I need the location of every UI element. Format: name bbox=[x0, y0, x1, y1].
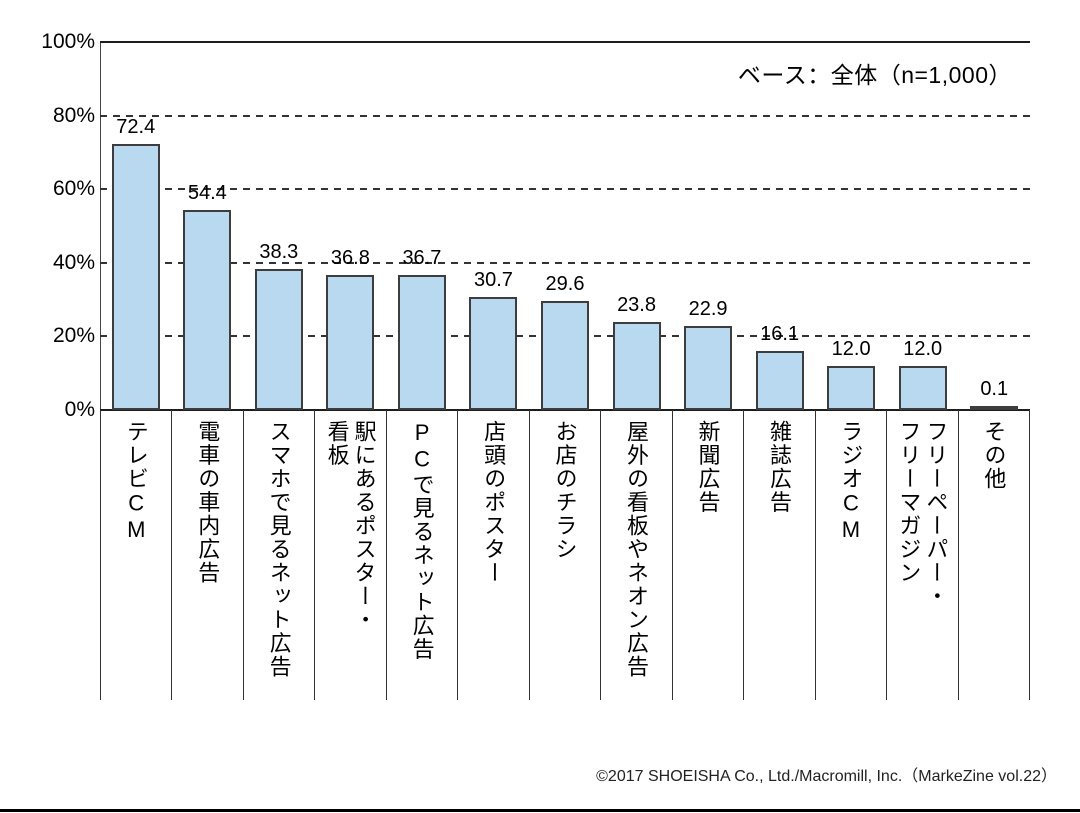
y-axis-tick-label: 60% bbox=[52, 177, 95, 201]
gridline bbox=[100, 114, 1030, 117]
bar-value-label: 30.7 bbox=[473, 269, 513, 292]
category-label: 新聞広告 bbox=[695, 420, 721, 514]
bar bbox=[254, 269, 303, 410]
category-label: ラジオCM bbox=[838, 420, 864, 544]
category-cell: 駅にあるポスター・ 看板 bbox=[314, 410, 385, 700]
gridline bbox=[100, 41, 1030, 43]
category-cell: スマホで見るネット広告 bbox=[242, 410, 314, 700]
bar bbox=[755, 350, 804, 410]
copyright-note: ©2017 SHOEISHA Co., Ltd./Macromill, Inc.… bbox=[596, 768, 1057, 785]
bar bbox=[541, 301, 589, 410]
bar bbox=[827, 365, 876, 410]
bar-value-label: 72.4 bbox=[116, 115, 156, 138]
bar-value-label: 22.9 bbox=[688, 297, 728, 320]
category-cell: 新聞広告 bbox=[671, 410, 743, 700]
bar bbox=[612, 322, 661, 410]
bar-value-label: 29.6 bbox=[545, 273, 585, 296]
bar-value-label: 36.7 bbox=[402, 246, 442, 269]
plot-area: 72.4 54.4 38.3 36.8 36.7 30.7 29.6 23.8 22.9 16.1… bbox=[100, 41, 1030, 411]
category-label: 雑誌広告 bbox=[766, 420, 792, 514]
bar-value-label: 12.0 bbox=[903, 337, 943, 360]
bar bbox=[397, 274, 446, 410]
bar bbox=[183, 209, 232, 410]
bottom-border bbox=[0, 809, 1080, 812]
bar-value-label: 12.0 bbox=[831, 337, 871, 360]
bar bbox=[970, 406, 1019, 410]
bar bbox=[469, 297, 518, 410]
bar-value-label: 36.8 bbox=[330, 246, 370, 269]
category-label-row: テレビCM 電車の車内広告 スマホで見るネット広告 駅にあるポスター・ 看板 PCで見る… bbox=[100, 410, 1030, 700]
y-axis-tick-label: 100% bbox=[41, 30, 95, 53]
y-axis-tick-label: 80% bbox=[52, 103, 95, 127]
bar bbox=[684, 325, 733, 410]
bar bbox=[111, 143, 160, 410]
category-label: スマホで見るネット広告 bbox=[266, 420, 292, 679]
category-cell: お店のチラシ bbox=[528, 410, 600, 700]
category-label: テレビCM bbox=[123, 420, 149, 544]
category-label: 店頭のポスター bbox=[481, 420, 507, 585]
gridline bbox=[100, 188, 1030, 191]
bar bbox=[326, 274, 375, 410]
category-label: PCで見るネット広告 bbox=[409, 420, 435, 661]
category-cell: PCで見るネット広告 bbox=[385, 410, 457, 700]
category-cell: 屋外の看板やネオン広告 bbox=[600, 410, 671, 700]
base-note: ベース：全体（n=1,000） bbox=[737, 62, 1012, 88]
y-axis-line bbox=[100, 42, 101, 410]
y-axis-tick-label: 40% bbox=[52, 250, 95, 274]
gridline bbox=[100, 261, 1030, 264]
category-cell: 電車の車内広告 bbox=[171, 410, 242, 700]
category-cell: ラジオCM bbox=[814, 410, 886, 700]
category-cell: テレビCM bbox=[100, 410, 171, 700]
category-label: フリーペーパー・ フリーマガジン bbox=[896, 420, 949, 608]
bar-value-label: 38.3 bbox=[259, 241, 299, 264]
category-cell: その他 bbox=[957, 410, 1029, 700]
category-label: 駅にあるポスター・ 看板 bbox=[324, 420, 377, 632]
category-cell: フリーペーパー・ フリーマガジン bbox=[886, 410, 957, 700]
bar-value-label: 23.8 bbox=[617, 294, 656, 317]
bar-value-label: 16.1 bbox=[760, 322, 800, 345]
category-label: お店のチラシ bbox=[552, 420, 578, 561]
category-label: 電車の車内広告 bbox=[195, 420, 221, 585]
bar-value-label: 54.4 bbox=[187, 181, 227, 204]
category-cell: 店頭のポスター bbox=[457, 410, 528, 700]
category-label: 屋外の看板やネオン広告 bbox=[624, 420, 650, 679]
y-axis-tick-label: 20% bbox=[52, 324, 95, 348]
gridline bbox=[100, 409, 1030, 411]
y-axis-tick-label: 0% bbox=[64, 398, 95, 421]
bar-value-label: 0.1 bbox=[980, 378, 1009, 400]
category-label: その他 bbox=[981, 420, 1007, 491]
bar bbox=[898, 365, 947, 410]
category-cell: 雑誌広告 bbox=[743, 410, 814, 700]
